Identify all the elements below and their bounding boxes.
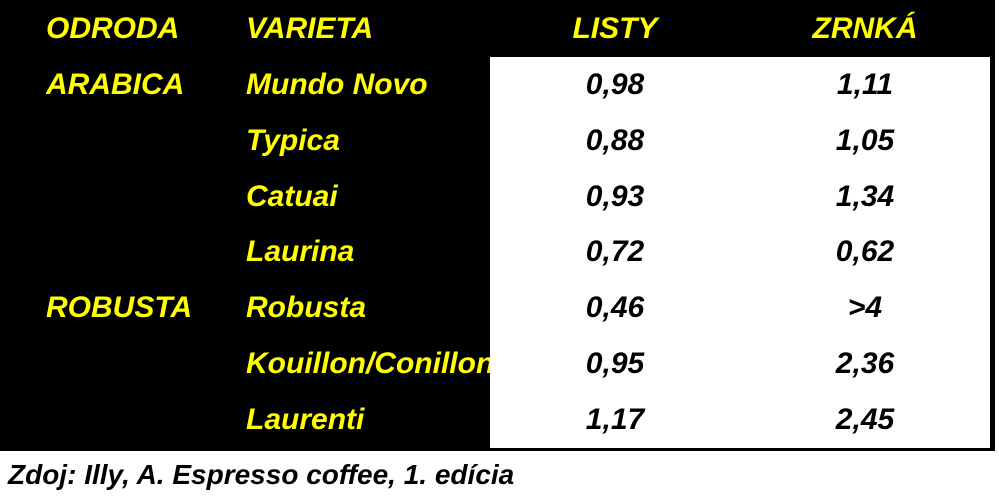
caffeine-content-table: ODRODA VARIETA LISTY ZRNKÁ ARABICA Mundo… [0, 0, 995, 451]
cell-varieta: Laurina [246, 235, 355, 269]
cell-listy: 0,88 [490, 112, 740, 169]
cell-zrnka: 0,62 [740, 224, 990, 281]
header-cell-odroda: ODRODA [46, 11, 180, 45]
cell-zrnka: 1,34 [740, 168, 990, 225]
cell-listy: 0,98 [490, 57, 740, 113]
header-cell-varieta: VARIETA [246, 11, 374, 45]
cell-varieta: Mundo Novo [246, 67, 428, 101]
cell-listy: 1,17 [490, 392, 740, 448]
header-cell-listy: LISTY [572, 11, 658, 45]
cell-odroda [46, 336, 246, 392]
cell-zrnka: 2,45 [740, 392, 990, 448]
cell-zrnka: 1,05 [740, 112, 990, 169]
cell-zrnka: >4 [740, 280, 990, 337]
cell-odroda: ARABICA [46, 67, 185, 101]
cell-zrnka: 1,11 [740, 57, 990, 113]
cell-varieta: Kouillon/Conillon [246, 347, 490, 381]
cell-odroda [46, 169, 246, 225]
cell-odroda [46, 113, 246, 169]
cell-listy: 0,46 [490, 280, 740, 337]
cell-zrnka: 2,36 [740, 336, 990, 393]
cell-varieta: Typica [246, 123, 340, 157]
cell-varieta: Laurenti [246, 403, 365, 437]
cell-odroda [46, 225, 246, 281]
cell-varieta: Catuai [246, 179, 338, 213]
cell-listy: 0,72 [490, 224, 740, 281]
cell-listy: 0,93 [490, 168, 740, 225]
cell-odroda [46, 392, 246, 448]
header-cell-zrnka: ZRNKÁ [812, 11, 918, 45]
cell-odroda: ROBUSTA [46, 291, 193, 325]
source-note: Zdoj: Illy, A. Espresso coffee, 1. edíci… [8, 459, 515, 490]
cell-varieta: Robusta [246, 291, 366, 325]
cell-listy: 0,95 [490, 336, 740, 393]
